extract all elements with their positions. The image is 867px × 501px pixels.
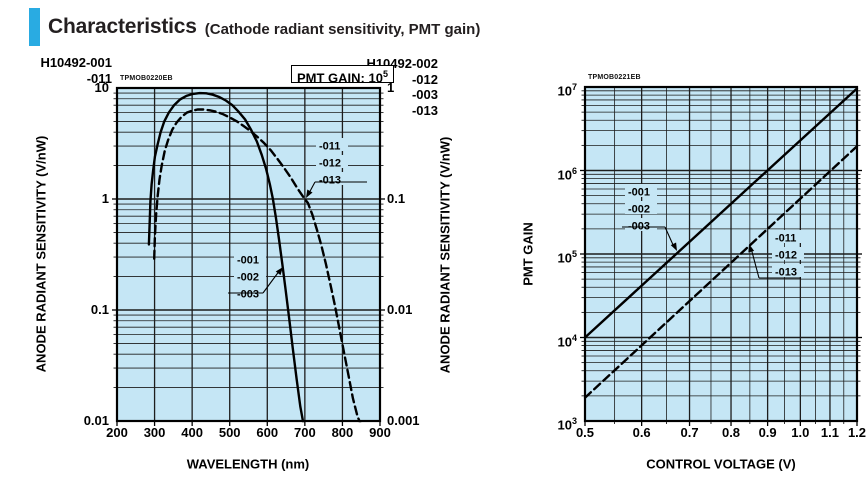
callout-label-bg bbox=[772, 247, 804, 260]
callout-label: -012 bbox=[775, 250, 797, 262]
model-number: -011 bbox=[86, 70, 112, 86]
callout-label: -003 bbox=[237, 289, 259, 301]
curve-solid bbox=[147, 91, 305, 423]
sensitivity-vs-wavelength-chart: -001 -002 -003 -011 -012 -013 bbox=[112, 86, 385, 426]
y-tick-label: 106 bbox=[557, 165, 577, 182]
pmt-gain-note-text: PMT GAIN: 10 bbox=[297, 70, 383, 86]
gain-vs-voltage-chart: -001-002-003-011-012-013 bbox=[580, 85, 862, 426]
curve-dashed bbox=[153, 108, 362, 423]
callout-label-bg bbox=[625, 218, 657, 231]
model-number: -013 bbox=[411, 102, 438, 118]
chart-reference-code: TPMOB0220EB bbox=[120, 75, 173, 82]
accent-bar bbox=[29, 8, 40, 46]
y-tick-label: 104 bbox=[557, 332, 577, 349]
y-tick-label: 0.1 bbox=[387, 191, 406, 206]
callout-label-bg bbox=[625, 184, 657, 197]
y-tick-label: 103 bbox=[557, 416, 577, 433]
callout-leader-line bbox=[750, 247, 760, 279]
callout-label: -001 bbox=[237, 255, 259, 267]
callout-label: -011 bbox=[319, 141, 340, 153]
callout-arrowhead-icon bbox=[748, 244, 755, 253]
callout-label-bg bbox=[772, 264, 804, 277]
plot-border bbox=[583, 85, 859, 423]
callout-label: -001 bbox=[628, 187, 650, 199]
model-list-left: H10492-001 -011 bbox=[30, 55, 112, 86]
y-tick-label: 1 bbox=[101, 191, 109, 206]
section-header: Characteristics (Cathode radiant sensiti… bbox=[29, 8, 480, 46]
model-number: -003 bbox=[411, 87, 438, 102]
y-axis-label-left: ANODE RADIANT SENSITIVITY (V/nW) bbox=[33, 135, 49, 373]
y-tick-label: 0.01 bbox=[83, 413, 109, 428]
callout-label-bg bbox=[316, 155, 348, 168]
pmt-gain-note-exponent: 5 bbox=[382, 69, 388, 79]
curve-dashed bbox=[583, 145, 859, 399]
plot-border bbox=[115, 86, 382, 423]
y-tick-label: 0.001 bbox=[387, 413, 420, 428]
callout-label: -012 bbox=[319, 158, 341, 170]
y-tick-label: 0.1 bbox=[90, 302, 109, 317]
callout-label-bg bbox=[772, 230, 804, 243]
callout-label: -002 bbox=[237, 272, 259, 284]
callout-label: -011 bbox=[775, 233, 796, 245]
chart-reference-code: TPMOB0221EB bbox=[588, 74, 641, 81]
pmt-gain-note: PMT GAIN: 105 bbox=[291, 65, 394, 86]
y-tick-label: 107 bbox=[557, 82, 577, 99]
callout-label-bg bbox=[625, 201, 657, 214]
callout-label-bg bbox=[316, 138, 348, 151]
callout-leader-line bbox=[262, 269, 281, 294]
callout-label: -002 bbox=[628, 204, 650, 216]
model-number: -012 bbox=[411, 71, 438, 87]
y-axis-label-right: ANODE RADIANT SENSITIVITY (V/nW) bbox=[437, 136, 453, 374]
callout-arrowhead-icon bbox=[670, 242, 677, 251]
callout-label-bg bbox=[234, 252, 266, 265]
x-axis-label-wavelength: WAVELENGTH (nm) bbox=[186, 456, 310, 472]
x-axis-label-control-voltage: CONTROL VOLTAGE (V) bbox=[646, 456, 796, 472]
section-subtitle: (Cathode radiant sensitivity, PMT gain) bbox=[204, 20, 481, 38]
callout-leader-line bbox=[664, 226, 675, 248]
callout-label: -013 bbox=[319, 175, 341, 187]
model-number: H10492-001 bbox=[40, 55, 112, 70]
callout-arrowhead-icon bbox=[306, 189, 313, 198]
curve-solid bbox=[583, 87, 859, 339]
callout-label-bg bbox=[234, 269, 266, 282]
callout-label: -013 bbox=[775, 267, 797, 279]
y-tick-label: 0.01 bbox=[387, 302, 413, 317]
y-axis-label-gain: PMT GAIN bbox=[520, 222, 536, 286]
section-title: Characteristics bbox=[48, 15, 197, 38]
callout-arrowhead-icon bbox=[275, 267, 283, 276]
